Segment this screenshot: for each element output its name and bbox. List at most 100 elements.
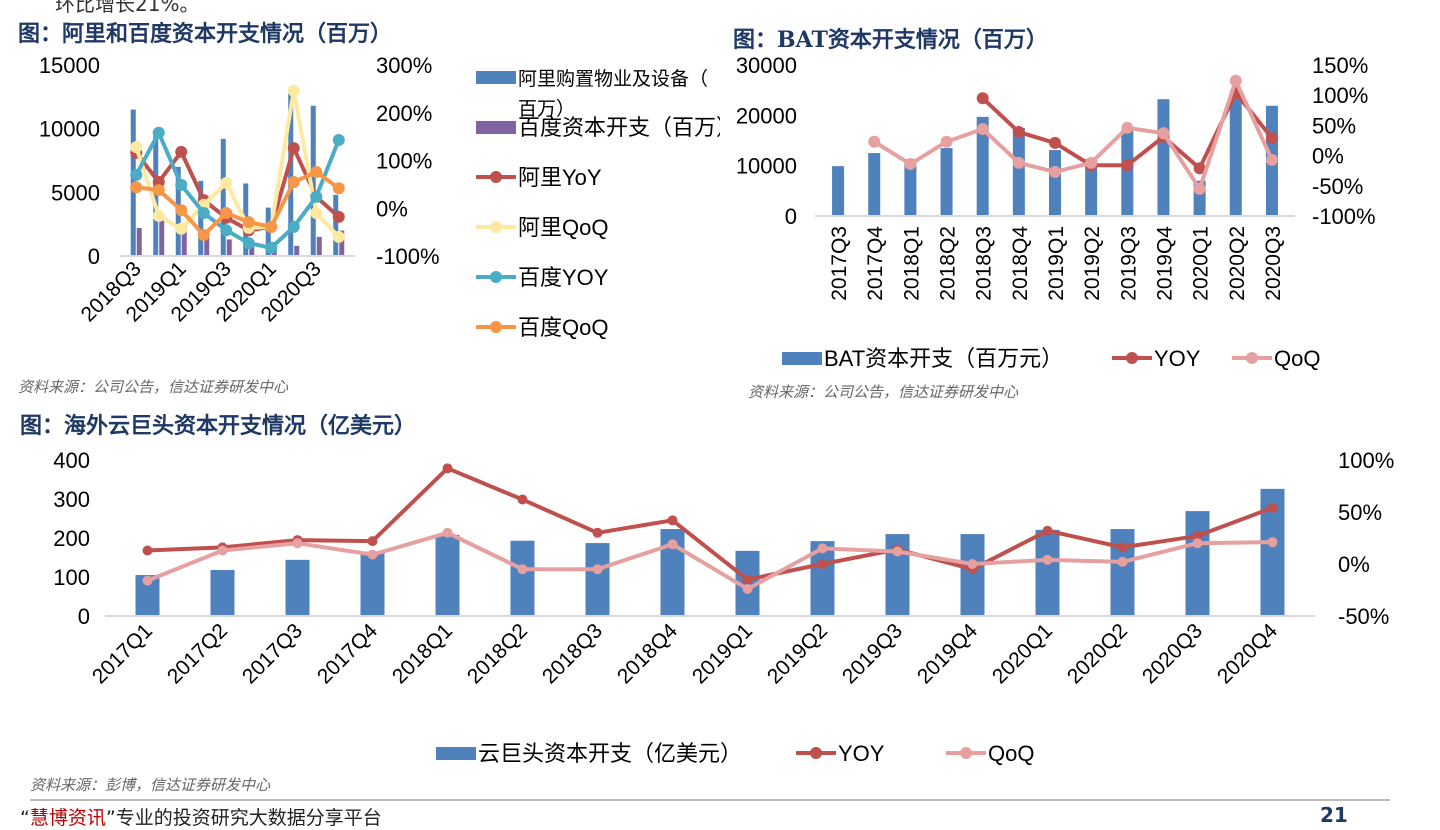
bar-2-2020Q4 bbox=[339, 230, 345, 256]
left-axis-tick-label: 30000 bbox=[736, 53, 797, 78]
right-axis-tick-label: 300% bbox=[376, 53, 432, 78]
line-2-point-2018Q3 bbox=[976, 123, 989, 136]
line-series-2 bbox=[146, 530, 1273, 591]
chart2-title: 图：BAT资本开支情况（百万） bbox=[733, 27, 1048, 53]
line-1-point-2020Q4 bbox=[1267, 502, 1278, 513]
category-label: 2017Q3 bbox=[238, 619, 307, 688]
bar-1-2017Q4 bbox=[868, 153, 881, 216]
legend-label: 云巨头资本开支（亿美元） bbox=[478, 741, 742, 766]
line-2-point-2019Q2 bbox=[1085, 156, 1098, 169]
right-axis-tick-label: 0% bbox=[376, 196, 408, 221]
bar-1-2019Q2 bbox=[1085, 159, 1098, 216]
legend-swatch-marker bbox=[490, 221, 502, 233]
left-axis-tick-label: 15000 bbox=[39, 53, 100, 78]
line-2-point-2018Q4 bbox=[152, 209, 165, 222]
category-label: 2020Q3 bbox=[1138, 619, 1207, 688]
line-2-point-2019Q1 bbox=[742, 583, 753, 594]
chart1-title: 图：阿里和百度资本开支情况（百万） bbox=[18, 21, 393, 47]
category-label: 2017Q1 bbox=[88, 619, 157, 688]
bar-1-2019Q1 bbox=[1049, 150, 1061, 216]
line-2-point-2017Q4 bbox=[868, 135, 881, 148]
bar-1-2017Q4 bbox=[360, 551, 385, 616]
left-axis-tick-label: 300 bbox=[53, 487, 90, 512]
line-3-point-2018Q3 bbox=[130, 168, 143, 181]
line-2-point-2017Q4 bbox=[367, 549, 378, 560]
bar-1-2018Q3 bbox=[585, 543, 610, 616]
legend-label: BAT资本开支（百万元） bbox=[824, 346, 1063, 371]
footer-quote-open: “ bbox=[20, 807, 30, 829]
line-2-point-2019Q2 bbox=[817, 543, 828, 554]
line-2-point-2020Q1 bbox=[1193, 182, 1206, 195]
category-label: 2018Q2 bbox=[937, 226, 960, 301]
line-2-point-2017Q2 bbox=[217, 545, 228, 556]
bar-2-2020Q2 bbox=[294, 245, 300, 256]
right-axis-tick-label: 0% bbox=[1338, 552, 1370, 577]
bar-2-2019Q3 bbox=[226, 239, 232, 256]
line-2-point-2019Q4 bbox=[967, 559, 978, 569]
left-axis-tick-label: 10000 bbox=[39, 117, 100, 142]
right-axis-tick-label: 100% bbox=[1338, 448, 1394, 473]
bar-2-2019Q4 bbox=[249, 240, 255, 256]
category-label: 2020Q1 bbox=[988, 619, 1057, 688]
bar-1-2020Q2 bbox=[288, 89, 294, 257]
line-1-point-2018Q4 bbox=[1012, 126, 1025, 139]
bar-1-2020Q3 bbox=[310, 105, 316, 256]
legend-swatch-marker bbox=[960, 747, 972, 759]
line-2-point-2017Q1 bbox=[142, 575, 153, 586]
category-label: 2018Q2 bbox=[463, 619, 532, 688]
legend-swatch-bar bbox=[476, 71, 516, 84]
bar-1-2018Q2 bbox=[940, 148, 953, 216]
legend-swatch-bar bbox=[476, 121, 516, 134]
line-1-point-2020Q3 bbox=[1265, 132, 1278, 145]
bar-1-2019Q3 bbox=[220, 138, 226, 256]
category-label: 2017Q3 bbox=[828, 226, 851, 301]
legend-label: YOY bbox=[838, 741, 885, 766]
line-1-point-2019Q2 bbox=[817, 559, 828, 569]
category-label: 2019Q2 bbox=[1081, 226, 1104, 301]
line-1-point-2020Q2 bbox=[1117, 542, 1128, 553]
footer-brand[interactable]: 慧博资讯 bbox=[29, 807, 106, 829]
line-2-point-2019Q3 bbox=[220, 176, 233, 189]
right-axis-tick-label: -50% bbox=[1312, 174, 1363, 199]
bar-1-2018Q3 bbox=[976, 116, 989, 216]
category-label: 2019Q3 bbox=[838, 619, 907, 688]
bar-2-2018Q3 bbox=[136, 227, 142, 256]
right-axis-tick-label: 100% bbox=[376, 149, 432, 174]
left-axis-tick-label: 10000 bbox=[736, 154, 797, 179]
line-2-point-2020Q2 bbox=[1229, 74, 1242, 87]
category-label: 2020Q2 bbox=[1226, 226, 1249, 301]
category-label: 2018Q3 bbox=[538, 619, 607, 688]
line-2-point-2019Q3 bbox=[892, 546, 903, 557]
line-2-point-2020Q3 bbox=[1192, 538, 1203, 549]
line-1-point-2020Q4 bbox=[332, 210, 345, 223]
bar-2-2019Q1 bbox=[181, 224, 187, 256]
chart3-source: 资料来源：彭博，信达证券研发中心 bbox=[30, 776, 271, 794]
line-series-3 bbox=[134, 130, 341, 250]
line-1-point-2018Q4 bbox=[667, 515, 678, 526]
legend-label-continued: 百万） bbox=[518, 98, 575, 120]
line-4-point-2019Q1 bbox=[175, 204, 188, 217]
legend-swatch-marker bbox=[1246, 352, 1258, 364]
line-series-2 bbox=[134, 88, 341, 239]
bar-1-2018Q4 bbox=[153, 135, 159, 256]
line-3-point-2020Q1 bbox=[265, 241, 278, 254]
category-label: 2020Q2 bbox=[1063, 619, 1132, 688]
line-2-point-2018Q3 bbox=[592, 564, 603, 575]
line-3-point-2020Q4 bbox=[332, 133, 345, 146]
legend-swatch-bar bbox=[436, 747, 476, 760]
bar-1-2018Q2 bbox=[510, 540, 535, 616]
line-1-point-2019Q3 bbox=[1121, 159, 1134, 172]
line-2-point-2020Q2 bbox=[287, 84, 300, 97]
line-4-point-2019Q3 bbox=[220, 207, 233, 220]
bar-1-2020Q1 bbox=[1035, 529, 1060, 616]
line-1-point-2020Q2 bbox=[287, 142, 300, 155]
legend-label: QoQ bbox=[1274, 346, 1320, 371]
line-1-point-2018Q3 bbox=[976, 92, 989, 105]
legend-swatch-marker bbox=[490, 171, 502, 183]
left-axis-tick-label: 400 bbox=[53, 448, 90, 473]
right-axis-tick-label: 150% bbox=[1312, 53, 1368, 78]
right-axis-tick-label: -50% bbox=[1338, 604, 1389, 629]
left-axis-tick-label: 0 bbox=[78, 604, 90, 629]
legend-label: 百度YOY bbox=[518, 265, 609, 290]
line-2-point-2019Q3 bbox=[1121, 121, 1134, 134]
